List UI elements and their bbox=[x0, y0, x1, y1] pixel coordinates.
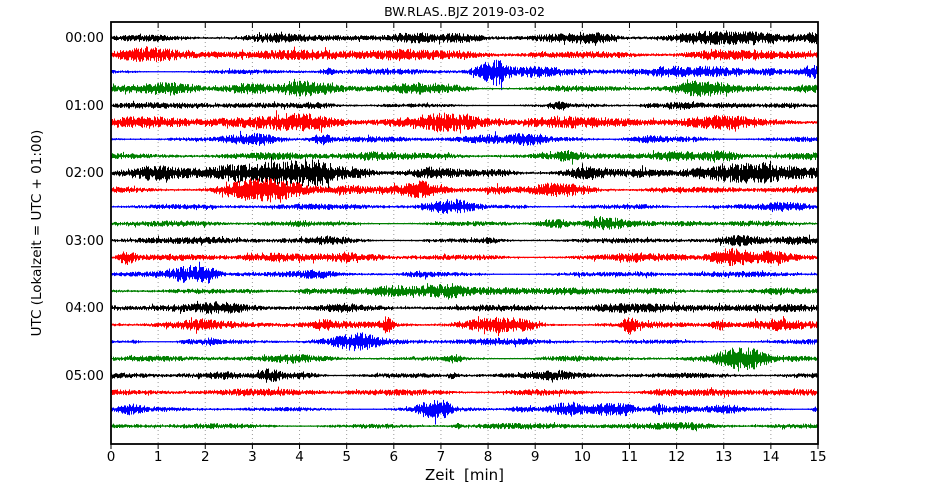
x-tick-label: 10 bbox=[573, 449, 591, 465]
x-tick-label: 9 bbox=[530, 449, 540, 465]
x-tick-label: 2 bbox=[200, 449, 210, 465]
x-tick-label: 11 bbox=[620, 449, 639, 465]
x-tick-label: 1 bbox=[153, 449, 163, 465]
x-axis-label: Zeit [min] bbox=[424, 466, 505, 484]
x-tick-label: 8 bbox=[483, 449, 493, 465]
plot-title: BW.RLAS..BJZ 2019-03-02 bbox=[384, 4, 545, 19]
x-tick-label: 13 bbox=[715, 449, 733, 465]
x-tick-label: 6 bbox=[389, 449, 399, 465]
x-tick-label: 4 bbox=[295, 449, 304, 465]
y-tick-label: 05:00 bbox=[65, 367, 104, 384]
x-tick-label: 12 bbox=[668, 449, 686, 465]
x-tick-label: 3 bbox=[248, 449, 257, 465]
x-tick-label: 0 bbox=[106, 449, 116, 465]
x-tick-label: 14 bbox=[762, 449, 780, 465]
y-tick-label: 04:00 bbox=[65, 300, 104, 316]
x-tick-label: 7 bbox=[436, 449, 446, 465]
x-tick-label: 5 bbox=[342, 449, 351, 465]
y-tick-label: 02:00 bbox=[65, 165, 104, 181]
y-tick-label: 01:00 bbox=[65, 97, 104, 114]
y-tick-label: 00:00 bbox=[65, 30, 104, 46]
y-tick-label: 03:00 bbox=[65, 232, 104, 249]
x-tick-label: 15 bbox=[809, 449, 827, 465]
